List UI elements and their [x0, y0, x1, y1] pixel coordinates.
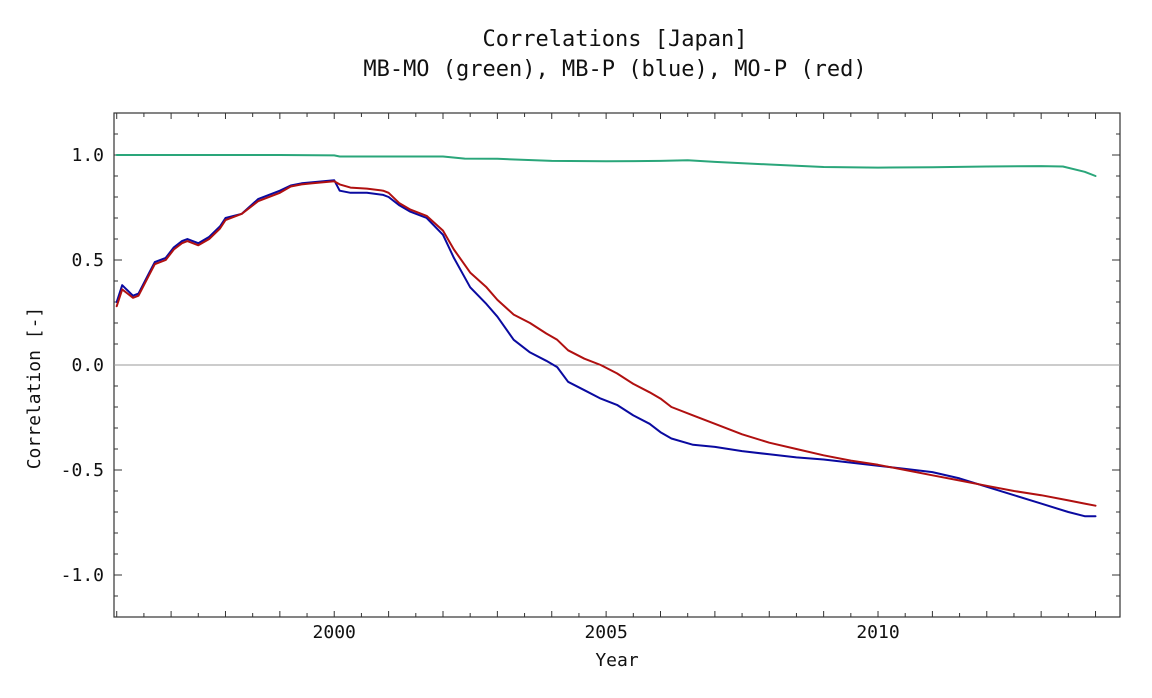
series-line-mb-mo — [115, 154, 1097, 177]
x-tick-label: 2005 — [584, 622, 627, 643]
series-layer — [115, 154, 1097, 518]
y-tick-label: -0.5 — [61, 460, 104, 481]
y-tick-label: 0.0 — [71, 355, 104, 376]
x-tick-label: 2000 — [313, 622, 356, 643]
y-axis-label: Correlation [-] — [24, 307, 45, 470]
y-tick-label: 1.0 — [71, 145, 104, 166]
axis-ticks — [114, 112, 1120, 618]
y-tick-label: 0.5 — [71, 250, 104, 271]
x-axis-label: Year — [595, 650, 639, 671]
y-tick-label: -1.0 — [61, 565, 104, 586]
series-line-mb-p — [115, 179, 1097, 518]
chart-title: Correlations [Japan] — [483, 27, 748, 52]
x-tick-label: 2010 — [856, 622, 899, 643]
series-line-mo-p — [115, 180, 1097, 507]
chart-subtitle: MB-MO (green), MB-P (blue), MO-P (red) — [363, 57, 866, 82]
tick-labels: 2000 2005 2010 1.0 0.5 0.0 -0.5 -1.0 — [61, 145, 900, 643]
